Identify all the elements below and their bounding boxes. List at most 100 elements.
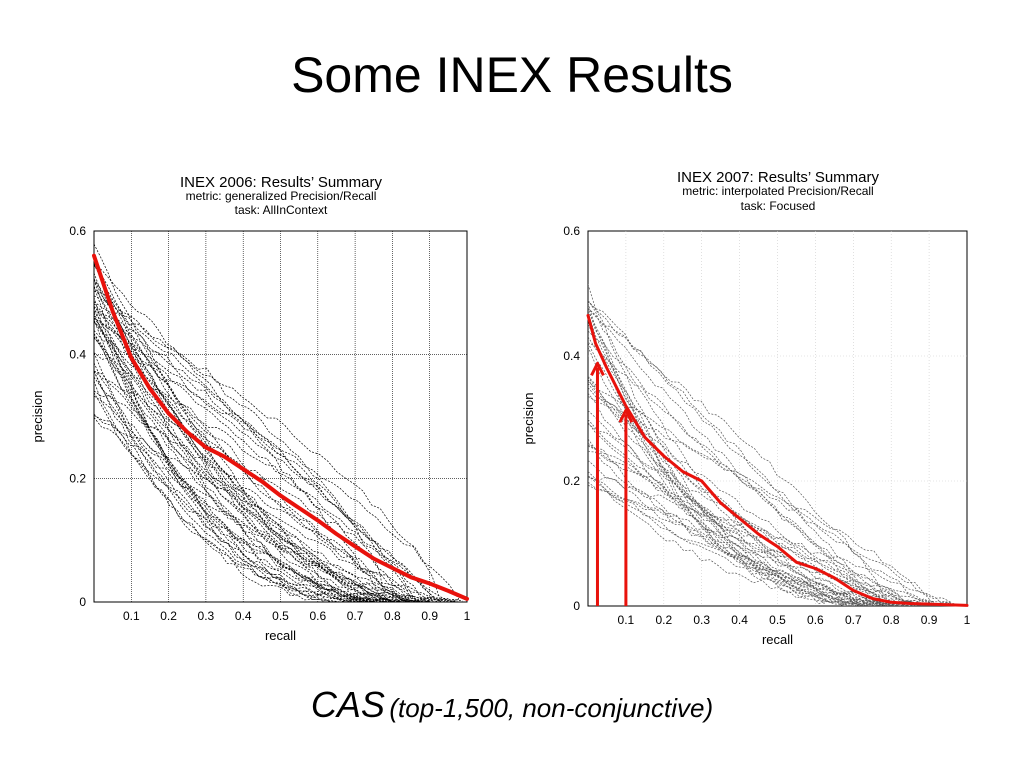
background-run-line xyxy=(94,415,421,602)
background-run-line xyxy=(94,263,386,600)
background-run-line xyxy=(94,333,385,602)
x-axis-label: recall xyxy=(762,632,793,647)
background-run-line xyxy=(94,263,447,602)
background-run-line xyxy=(94,311,438,602)
background-run-line xyxy=(94,333,422,602)
background-run-line xyxy=(94,317,410,602)
chart-subtitle: task: AllInContext xyxy=(235,203,328,217)
chart-subtitle: task: Focused xyxy=(741,199,816,213)
background-run-line xyxy=(588,442,890,606)
y-tick-label: 0.4 xyxy=(69,348,86,362)
x-tick-label: 0.8 xyxy=(384,609,401,623)
background-run-line xyxy=(588,300,882,606)
background-run-line xyxy=(588,336,898,606)
highlight-series-line xyxy=(586,313,969,607)
chart-title: INEX 2006: Results’ Summary xyxy=(180,174,383,191)
background-run-line xyxy=(94,286,378,602)
x-tick-label: 0.3 xyxy=(693,613,710,627)
background-run-line xyxy=(94,371,410,602)
chart-title: INEX 2007: Results’ Summary xyxy=(677,169,880,186)
chart-subtitle: metric: generalized Precision/Recall xyxy=(186,189,377,203)
chart-subtitle: metric: interpolated Precision/Recall xyxy=(682,184,873,198)
y-tick-label: 0.2 xyxy=(563,474,580,488)
y-axis-label: precision xyxy=(521,392,536,444)
background-run-line xyxy=(94,290,441,602)
x-tick-label: 0.5 xyxy=(272,609,289,623)
footer-caption: CAS (top-1,500, non-conjunctive) xyxy=(0,684,1024,726)
y-tick-label: 0.6 xyxy=(563,224,580,238)
background-run-line xyxy=(588,330,923,605)
background-run-line xyxy=(94,295,387,602)
x-tick-label: 0.9 xyxy=(921,613,938,627)
background-run-line xyxy=(588,311,880,606)
background-run-line xyxy=(94,278,425,602)
x-tick-label: 0.1 xyxy=(618,613,635,627)
background-run-line xyxy=(588,307,887,606)
x-tick-label: 0.6 xyxy=(807,613,824,627)
background-run-line xyxy=(94,311,412,600)
background-runs xyxy=(588,284,967,606)
background-run-line xyxy=(94,352,423,601)
background-run-line xyxy=(94,390,405,602)
x-tick-label: 0.1 xyxy=(123,609,140,623)
x-tick-label: 0.7 xyxy=(845,613,862,627)
background-run-line xyxy=(588,380,952,603)
x-tick-label: 0.7 xyxy=(347,609,364,623)
x-tick-label: 0.9 xyxy=(421,609,438,623)
background-run-line xyxy=(588,481,923,604)
x-tick-label: 0.3 xyxy=(198,609,215,623)
arrow-head xyxy=(618,408,634,423)
x-tick-label: 0.2 xyxy=(655,613,672,627)
background-run-line xyxy=(94,395,432,602)
y-tick-label: 0.2 xyxy=(69,471,86,485)
background-run-line xyxy=(588,284,902,606)
background-run-line xyxy=(588,342,897,606)
x-tick-label: 1 xyxy=(964,613,971,627)
background-run-line xyxy=(94,307,410,602)
background-run-line xyxy=(94,352,409,602)
background-run-line xyxy=(94,286,463,602)
background-run-line xyxy=(94,370,404,602)
background-run-line xyxy=(94,362,392,602)
background-run-line xyxy=(588,379,941,606)
background-run-line xyxy=(588,308,891,603)
slide-title: Some INEX Results xyxy=(291,47,733,103)
background-run-line xyxy=(588,395,935,606)
x-tick-label: 0.4 xyxy=(235,609,252,623)
x-tick-label: 0.6 xyxy=(309,609,326,623)
background-run-line xyxy=(94,371,375,602)
y-tick-label: 0.6 xyxy=(69,224,86,238)
background-run-line xyxy=(588,382,959,606)
background-run-line xyxy=(588,451,884,606)
background-run-line xyxy=(588,475,937,606)
background-run-line xyxy=(588,419,920,606)
background-run-line xyxy=(94,301,442,602)
background-run-line xyxy=(94,303,432,602)
background-run-line xyxy=(94,278,436,602)
caption-main: CAS xyxy=(310,684,385,725)
x-tick-label: 0.2 xyxy=(160,609,177,623)
y-tick-label: 0 xyxy=(79,595,86,609)
background-run-line xyxy=(588,475,945,606)
background-run-line xyxy=(94,297,392,602)
background-runs xyxy=(94,243,463,602)
background-run-line xyxy=(588,310,890,606)
y-tick-label: 0 xyxy=(573,599,580,613)
background-run-line xyxy=(588,471,957,606)
background-run-line xyxy=(588,438,967,606)
background-run-line xyxy=(94,392,401,602)
x-axis-label: recall xyxy=(265,628,296,643)
arrow-head xyxy=(590,361,605,377)
background-run-line xyxy=(94,380,396,602)
y-axis-label: precision xyxy=(30,390,45,442)
background-run-line xyxy=(94,336,460,602)
background-run-line xyxy=(588,423,955,605)
background-run-line xyxy=(588,342,920,606)
highlight-series-line xyxy=(92,253,469,601)
background-run-line xyxy=(94,330,460,600)
x-tick-label: 0.5 xyxy=(769,613,786,627)
background-run-line xyxy=(94,417,403,602)
